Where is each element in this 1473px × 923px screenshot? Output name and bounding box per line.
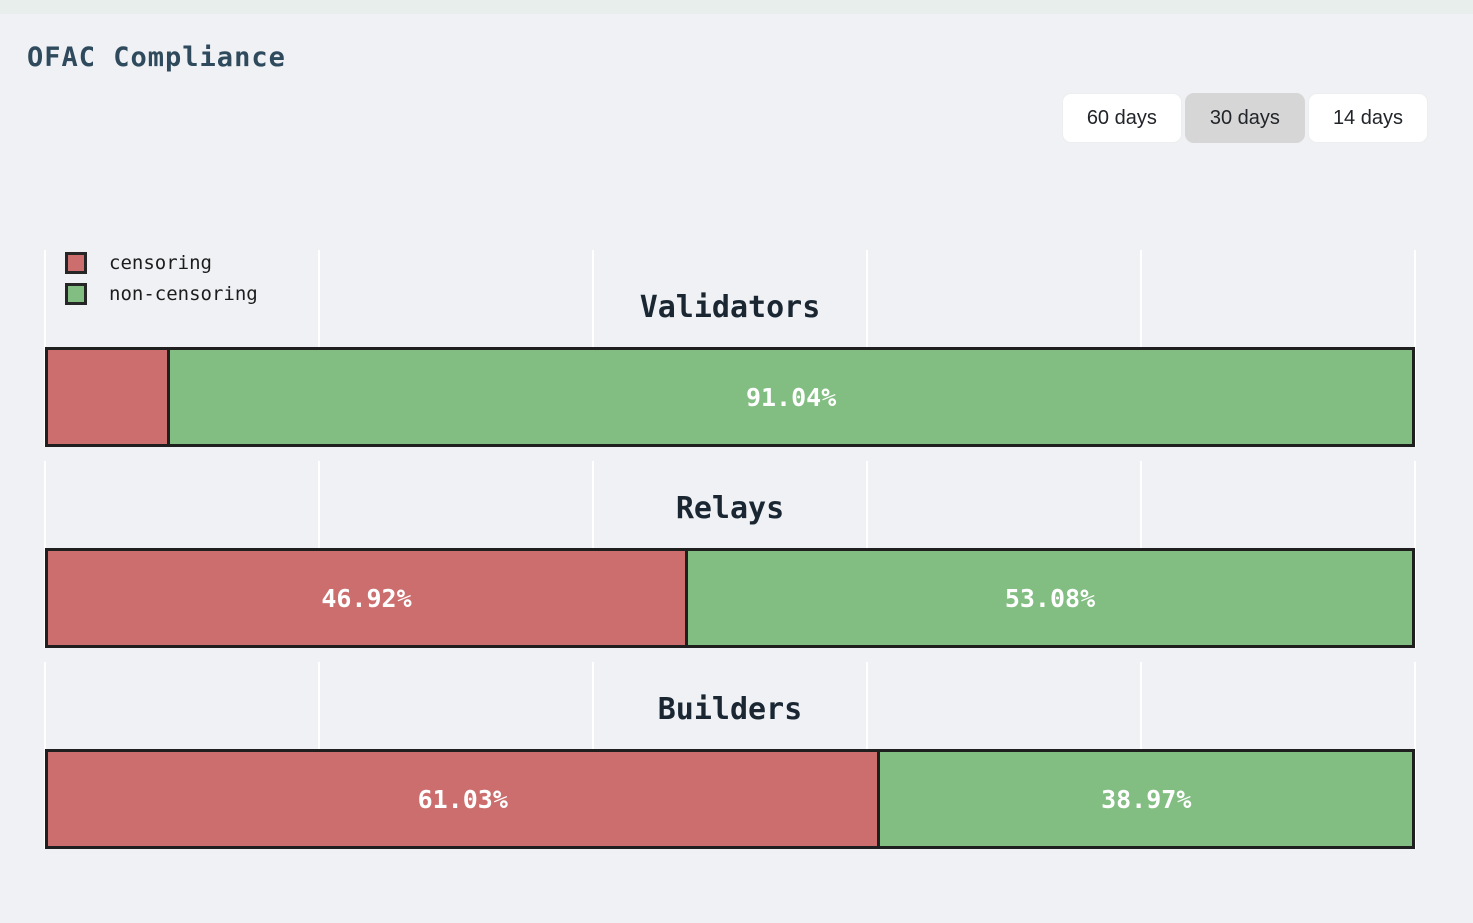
validators-section: Validators 91.04% [44, 250, 1416, 447]
relays-censoring-segment: 46.92% [48, 551, 688, 645]
axis-tick-gridline [1414, 662, 1416, 849]
builders-section: Builders 61.03% 38.97% [44, 662, 1416, 849]
axis-tick-gridline [1414, 250, 1416, 447]
axis-tick-gridline [1414, 461, 1416, 648]
filter-14-days[interactable]: 14 days [1307, 93, 1428, 143]
relays-section: Relays 46.92% 53.08% [44, 461, 1416, 648]
chart-legend: censoring non-censoring [65, 252, 258, 305]
relays-bar: 46.92% 53.08% [45, 548, 1415, 648]
validators-bar: 91.04% [45, 347, 1415, 447]
page-title: OFAC Compliance [27, 42, 286, 73]
legend-label: censoring [109, 252, 212, 274]
legend-label: non-censoring [109, 283, 258, 305]
segment-value-label: 91.04% [745, 382, 837, 412]
builders-censoring-segment: 61.03% [48, 752, 881, 846]
legend-item-non-censoring: non-censoring [65, 283, 258, 305]
segment-value-label: 61.03% [417, 784, 508, 814]
segment-value-label: 46.92% [321, 583, 412, 613]
legend-item-censoring: censoring [65, 252, 258, 274]
ofac-compliance-chart: censoring non-censoring Validators 91.04… [44, 250, 1416, 863]
time-filter-group: 60 days 30 days 14 days [1061, 93, 1428, 143]
filter-60-days[interactable]: 60 days [1061, 93, 1182, 143]
censoring-swatch-icon [65, 252, 87, 274]
non-censoring-swatch-icon [65, 283, 87, 305]
validators-non-censoring-segment: 91.04% [170, 350, 1412, 444]
top-strip [0, 0, 1473, 14]
relays-title: Relays [675, 491, 785, 526]
validators-title: Validators [639, 290, 821, 325]
relays-non-censoring-segment: 53.08% [687, 551, 1412, 645]
filter-30-days[interactable]: 30 days [1184, 93, 1305, 143]
segment-value-label: 53.08% [1004, 583, 1096, 613]
builders-non-censoring-segment: 38.97% [880, 752, 1412, 846]
builders-bar: 61.03% 38.97% [45, 749, 1415, 849]
segment-value-label: 38.97% [1101, 784, 1192, 814]
builders-title: Builders [657, 692, 803, 727]
validators-censoring-segment [48, 350, 171, 444]
